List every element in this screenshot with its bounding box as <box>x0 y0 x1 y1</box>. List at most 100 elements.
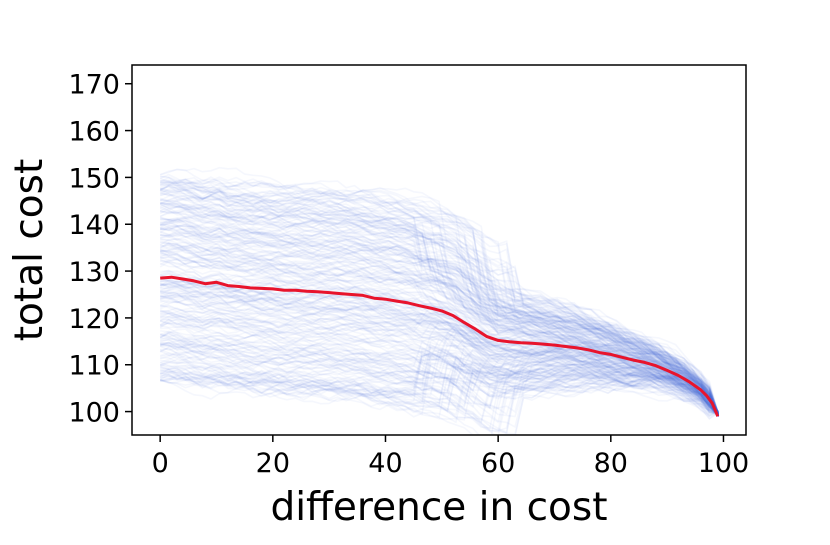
x-tick-label: 60 <box>481 448 515 479</box>
sample-trace <box>159 272 719 417</box>
sample-trace <box>159 336 719 417</box>
sample-trace <box>160 226 719 417</box>
sample-trace <box>160 367 719 417</box>
sample-trace <box>159 187 719 417</box>
sample-trace <box>159 311 719 417</box>
sample-trace <box>159 219 719 417</box>
sample-trace <box>159 350 719 424</box>
sample-trace <box>159 293 719 417</box>
sample-trace <box>160 315 719 417</box>
sample-trace <box>160 205 719 417</box>
sample-trace <box>159 241 719 417</box>
sample-trace <box>160 296 719 417</box>
sample-trace <box>160 373 719 434</box>
sample-trace <box>160 361 719 417</box>
x-tick-label: 40 <box>368 448 402 479</box>
y-tick-label: 160 <box>68 117 120 148</box>
sample-trace <box>160 195 719 417</box>
sample-trace <box>159 221 719 417</box>
sample-trace <box>160 366 719 435</box>
sample-trace <box>159 295 719 417</box>
x-tick-label: 0 <box>152 448 169 479</box>
sample-trace <box>160 201 719 417</box>
sample-trace <box>160 181 719 417</box>
y-tick-label: 130 <box>68 257 120 288</box>
sample-trace <box>159 207 719 417</box>
sample-trace <box>159 176 719 417</box>
sample-trace <box>159 320 719 417</box>
x-tick-label: 100 <box>698 448 750 479</box>
sample-trace <box>160 285 719 417</box>
sample-trace <box>159 328 719 420</box>
sample-trace <box>159 240 719 417</box>
sample-trace <box>160 202 719 417</box>
sample-trace <box>159 166 719 417</box>
sample-trace <box>160 180 719 417</box>
sample-trace <box>160 293 719 417</box>
sample-trace <box>160 311 719 417</box>
sample-trace <box>160 210 719 417</box>
sample-trace <box>160 200 719 417</box>
sample-trace <box>159 332 719 417</box>
sample-trace <box>159 183 719 417</box>
sample-trace <box>159 291 719 417</box>
sample-trace <box>160 176 719 417</box>
sample-trace <box>160 339 719 417</box>
sample-trace <box>160 207 719 417</box>
sample-trace <box>159 330 719 417</box>
sample-trace <box>159 206 719 417</box>
sample-trace <box>160 218 719 417</box>
sample-trace <box>160 195 719 417</box>
sample-trace <box>159 217 719 417</box>
sample-trace <box>159 370 719 431</box>
sample-trace <box>159 273 719 417</box>
sample-trace <box>159 321 719 417</box>
sample-trace <box>160 342 719 417</box>
y-tick-label: 110 <box>68 351 120 382</box>
sample-trace <box>160 292 719 417</box>
sample-trace <box>159 281 719 417</box>
sample-trace <box>160 182 719 417</box>
sample-trace <box>159 331 719 417</box>
sample-trace <box>160 343 719 417</box>
sample-trace <box>160 217 719 417</box>
sample-trace <box>159 181 719 417</box>
sample-trace <box>159 195 719 417</box>
sample-trace <box>159 368 719 435</box>
sample-trace <box>160 210 719 417</box>
sample-trace <box>160 283 719 417</box>
sample-trace <box>159 168 719 417</box>
sample-trace <box>159 176 719 417</box>
sample-trace <box>160 359 719 423</box>
sample-trace <box>160 226 719 417</box>
sample-trace <box>159 337 719 417</box>
sample-trace <box>159 318 719 417</box>
sample-trace <box>160 367 719 424</box>
sample-trace <box>159 210 719 417</box>
mean-line-group <box>160 275 720 417</box>
sample-trace <box>160 248 719 417</box>
y-axis: 100 110 120 130 140 150 160 170 <box>68 70 132 429</box>
sample-trace <box>160 333 719 417</box>
sample-trace <box>159 243 719 417</box>
sample-trace <box>160 363 719 417</box>
sample-trace <box>159 362 719 433</box>
sample-trace <box>160 219 719 417</box>
sample-trace <box>159 230 719 417</box>
sample-trace <box>160 288 719 417</box>
sample-trace <box>159 358 719 417</box>
sample-trace <box>159 279 719 417</box>
y-axis-label: total cost <box>7 159 52 342</box>
sample-trace <box>159 248 719 417</box>
sample-trace <box>160 339 719 417</box>
sample-trace <box>159 294 719 417</box>
sample-trace <box>159 334 719 417</box>
sample-trace <box>160 348 719 417</box>
sample-trace <box>159 341 719 417</box>
sample-trace <box>159 201 719 417</box>
sample-trace <box>159 238 719 417</box>
sample-trace <box>159 304 719 417</box>
sample-trace <box>159 202 719 417</box>
sample-trace <box>160 230 719 417</box>
sample-trace <box>159 346 719 429</box>
